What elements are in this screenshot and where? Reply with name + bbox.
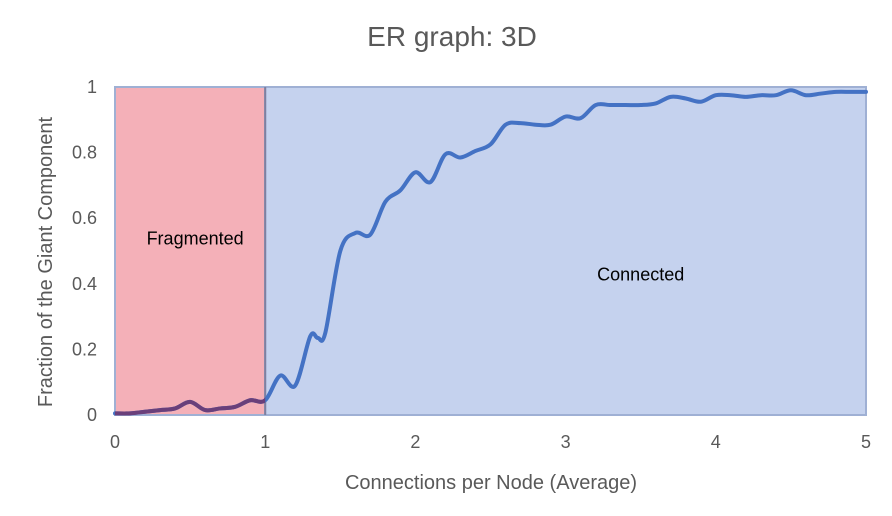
x-tick-label: 0 — [110, 432, 120, 452]
x-tick-label: 4 — [711, 432, 721, 452]
y-tick-label: 0.6 — [72, 208, 97, 228]
series-line-fragmented-overlay-0 — [115, 397, 266, 416]
region-fragmented — [114, 86, 267, 416]
y-tick-label: 0 — [87, 405, 97, 425]
region-label-connected: Connected — [597, 265, 684, 285]
x-tick-label: 2 — [410, 432, 420, 452]
region-label-fragmented: Fragmented — [147, 228, 244, 248]
y-tick-label: 0.2 — [72, 339, 97, 359]
region-labels: Fragmented Connected — [147, 228, 685, 284]
y-tick-label: 0.8 — [72, 143, 97, 163]
region-connected — [264, 86, 867, 416]
x-tick-label: 1 — [260, 432, 270, 452]
y-tick-label: 0.4 — [72, 274, 97, 294]
regions-layer — [114, 86, 867, 416]
x-tick-labels: 0 1 2 3 4 5 — [110, 432, 871, 452]
y-axis-label: Fraction of the Giant Component — [35, 116, 57, 407]
x-tick-label: 5 — [861, 432, 871, 452]
chart-title: ER graph: 3D — [367, 21, 537, 52]
y-tick-labels: 0 0.2 0.4 0.6 0.8 1 — [72, 77, 97, 425]
x-axis-label: Connections per Node (Average) — [345, 472, 637, 494]
y-tick-label: 1 — [87, 77, 97, 97]
series-layer — [113, 88, 868, 416]
x-tick-label: 3 — [561, 432, 571, 452]
